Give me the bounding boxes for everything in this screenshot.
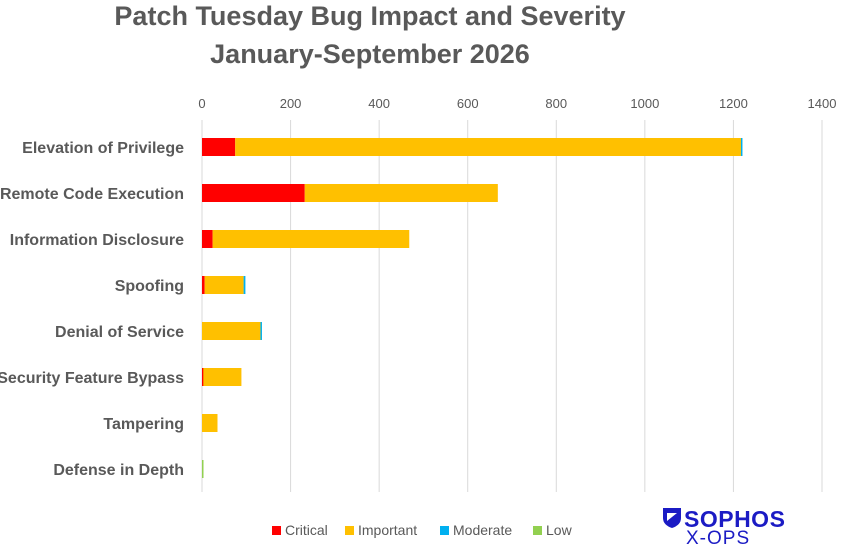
bar-important-segment	[212, 230, 410, 248]
sophos-logo: SOPHOS X-OPS	[663, 506, 785, 548]
x-tick-label: 1400	[808, 96, 837, 111]
bar-moderate-segment	[243, 276, 246, 294]
bar-low-segment	[202, 460, 204, 478]
chart-title: Patch Tuesday Bug Impact and Severity	[114, 1, 625, 31]
x-tick-label: 800	[545, 96, 567, 111]
legend: Critical Important Moderate Low	[272, 522, 573, 538]
legend-swatch-low	[533, 526, 542, 535]
bars	[202, 138, 743, 478]
category-labels: Elevation of Privilege Remote Code Execut…	[0, 140, 184, 479]
gridlines	[201, 120, 823, 492]
legend-label-important: Important	[358, 522, 417, 538]
legend-label-critical: Critical	[285, 522, 328, 538]
category-label: Denial of Service	[55, 324, 184, 341]
bar-important-segment	[202, 414, 218, 432]
category-label: Spoofing	[115, 278, 184, 295]
x-tick-label: 1200	[719, 96, 748, 111]
legend-swatch-moderate	[440, 526, 449, 535]
legend-swatch-important	[345, 526, 354, 535]
bar-moderate-segment	[740, 138, 743, 156]
bar-critical-segment	[202, 368, 204, 386]
logo-wordmark: SOPHOS	[684, 506, 785, 532]
bar-moderate-segment	[260, 322, 262, 340]
bar-important-segment	[202, 322, 261, 340]
legend-label-moderate: Moderate	[453, 522, 512, 538]
legend-swatch-critical	[272, 526, 281, 535]
bar-important-segment	[235, 138, 741, 156]
bar-critical-segment	[202, 184, 305, 202]
category-label: Security Feature Bypass	[0, 370, 184, 387]
x-tick-label: 0	[198, 96, 205, 111]
x-tick-label: 400	[368, 96, 390, 111]
category-label: Remote Code Execution	[0, 186, 184, 203]
bar-important-segment	[203, 368, 242, 386]
logo-subtext: X-OPS	[686, 528, 750, 548]
bar-important-segment	[204, 276, 244, 294]
chart-title-group: Patch Tuesday Bug Impact and Severity Ja…	[114, 1, 625, 69]
legend-label-low: Low	[546, 522, 573, 538]
category-label: Information Disclosure	[10, 232, 184, 249]
bar-critical-segment	[202, 138, 236, 156]
bar-critical-segment	[202, 276, 205, 294]
x-tick-label: 600	[457, 96, 479, 111]
shield-stripe	[667, 513, 677, 521]
bar-critical-segment	[202, 230, 213, 248]
category-label: Tampering	[103, 416, 184, 433]
category-label: Elevation of Privilege	[22, 140, 184, 157]
chart-subtitle: January-September 2026	[210, 39, 530, 69]
x-tick-label: 200	[280, 96, 302, 111]
shield-icon	[663, 508, 681, 528]
x-tick-label: 1000	[630, 96, 659, 111]
category-label: Defense in Depth	[53, 462, 184, 479]
x-axis-ticks: 0 200 400 600 800 1000 1200 1400	[198, 96, 836, 111]
bar-important-segment	[304, 184, 498, 202]
